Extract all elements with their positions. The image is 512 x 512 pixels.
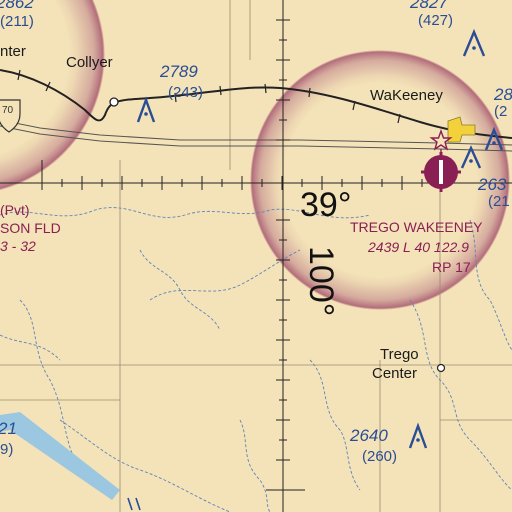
town-label-collyer: Collyer <box>66 54 113 71</box>
obstruction-icon-collyer <box>136 96 156 123</box>
elevation-427: (427) <box>418 12 454 29</box>
airport-rp-trego: RP 17 <box>432 259 471 275</box>
airport-name-trego[interactable]: TREGO WAKEENEY <box>350 219 483 235</box>
elevation-2827: 2827 <box>410 0 448 12</box>
town-label-center: Center <box>372 365 418 382</box>
obstruction-icon-south <box>408 422 428 449</box>
airport-data-trego: 2439 L 40 122.9 <box>368 239 469 255</box>
elevation-21: (21 <box>488 193 510 210</box>
elevation-2640: 2640 <box>350 426 388 445</box>
obstruction-icon-ne <box>462 28 486 57</box>
interstate-shield-icon <box>0 99 21 133</box>
beacon-star-icon <box>429 128 453 151</box>
elevation-28: 28 <box>494 85 512 104</box>
elevation-211: (211) <box>0 13 34 30</box>
wakeeney-city-area <box>447 116 476 143</box>
class-e-ring-wakeeney <box>250 50 510 310</box>
interstate-number: 70 <box>2 105 14 116</box>
elevation-2789: 2789 <box>160 62 198 81</box>
latitude-tick-line <box>0 160 512 190</box>
railroad <box>0 69 512 139</box>
town-label-partial-center: nter <box>0 43 26 60</box>
elevation-9-west: 9) <box>0 441 14 458</box>
elevation-2862: 2862 <box>0 0 34 12</box>
water-body <box>0 412 120 500</box>
elevation-2: (2 <box>494 103 508 120</box>
airport-name-west[interactable]: SON FLD <box>0 220 61 236</box>
elevation-260: (260) <box>362 448 398 465</box>
elevation-21-west: 21 <box>0 419 17 438</box>
elevation-263: 263 <box>478 175 507 194</box>
obstruction-icon-east <box>460 145 482 169</box>
trego-center-town-dot <box>436 363 446 373</box>
streams <box>0 207 512 512</box>
town-label-trego: Trego <box>380 346 419 363</box>
obstruction-icon-east2 <box>484 126 504 151</box>
victor-airway-mark <box>127 497 141 511</box>
elevation-243: (243) <box>168 84 204 101</box>
town-label-wakeeney: WaKeeney <box>370 87 443 104</box>
class-e-ring-west <box>0 0 105 191</box>
longitude-tick-line <box>266 0 305 512</box>
latitude-label: 39° <box>300 186 352 224</box>
airport-pvt-west: (Pvt) <box>0 202 30 218</box>
collyer-town-dot <box>109 97 119 107</box>
longitude-label: 100° <box>302 246 340 317</box>
airport-data-west: 3 - 32 <box>0 238 36 254</box>
obstruction-symbols <box>136 28 504 449</box>
